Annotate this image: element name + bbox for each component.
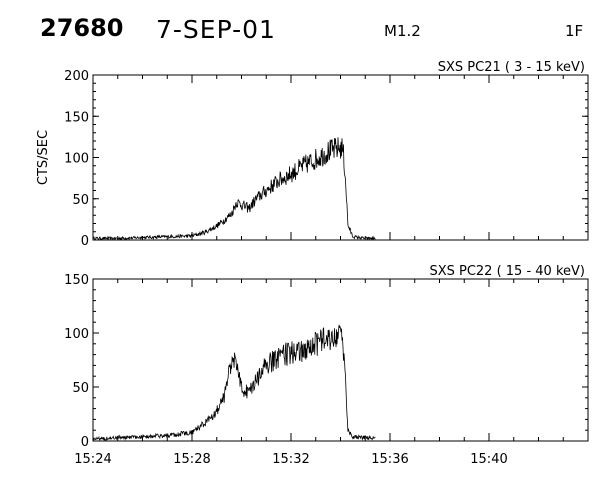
x-tick-label: 15:36 <box>371 452 408 467</box>
y-tick-label: 100 <box>64 327 89 342</box>
series-line <box>92 324 376 441</box>
plot-title: SXS PC22 ( 15 - 40 keV) <box>429 264 585 279</box>
y-tick-label: 50 <box>72 193 89 208</box>
series-line <box>92 137 376 241</box>
optical-class: 1F <box>565 22 584 40</box>
x-tick-label: 15:28 <box>173 452 210 467</box>
x-tick-label: 15:24 <box>74 452 111 467</box>
goes-class: M1.2 <box>384 22 421 40</box>
x-tick-label: 15:32 <box>272 452 309 467</box>
y-tick-label: 200 <box>64 69 89 84</box>
y-tick-label: 50 <box>72 381 89 396</box>
y-axis-label: CTS/SEC <box>36 130 51 185</box>
y-tick-label: 0 <box>81 435 89 450</box>
y-tick-label: 100 <box>64 152 89 167</box>
x-tick-label: 15:40 <box>470 452 507 467</box>
plot-frame <box>92 278 589 442</box>
plot-title: SXS PC21 ( 3 - 15 keV) <box>438 60 585 75</box>
flare-number: 27680 <box>40 14 124 42</box>
y-tick-label: 150 <box>64 273 89 288</box>
y-tick-label: 0 <box>81 234 89 249</box>
y-tick-label: 150 <box>64 110 89 125</box>
flare-date: 7-SEP-01 <box>156 15 276 44</box>
